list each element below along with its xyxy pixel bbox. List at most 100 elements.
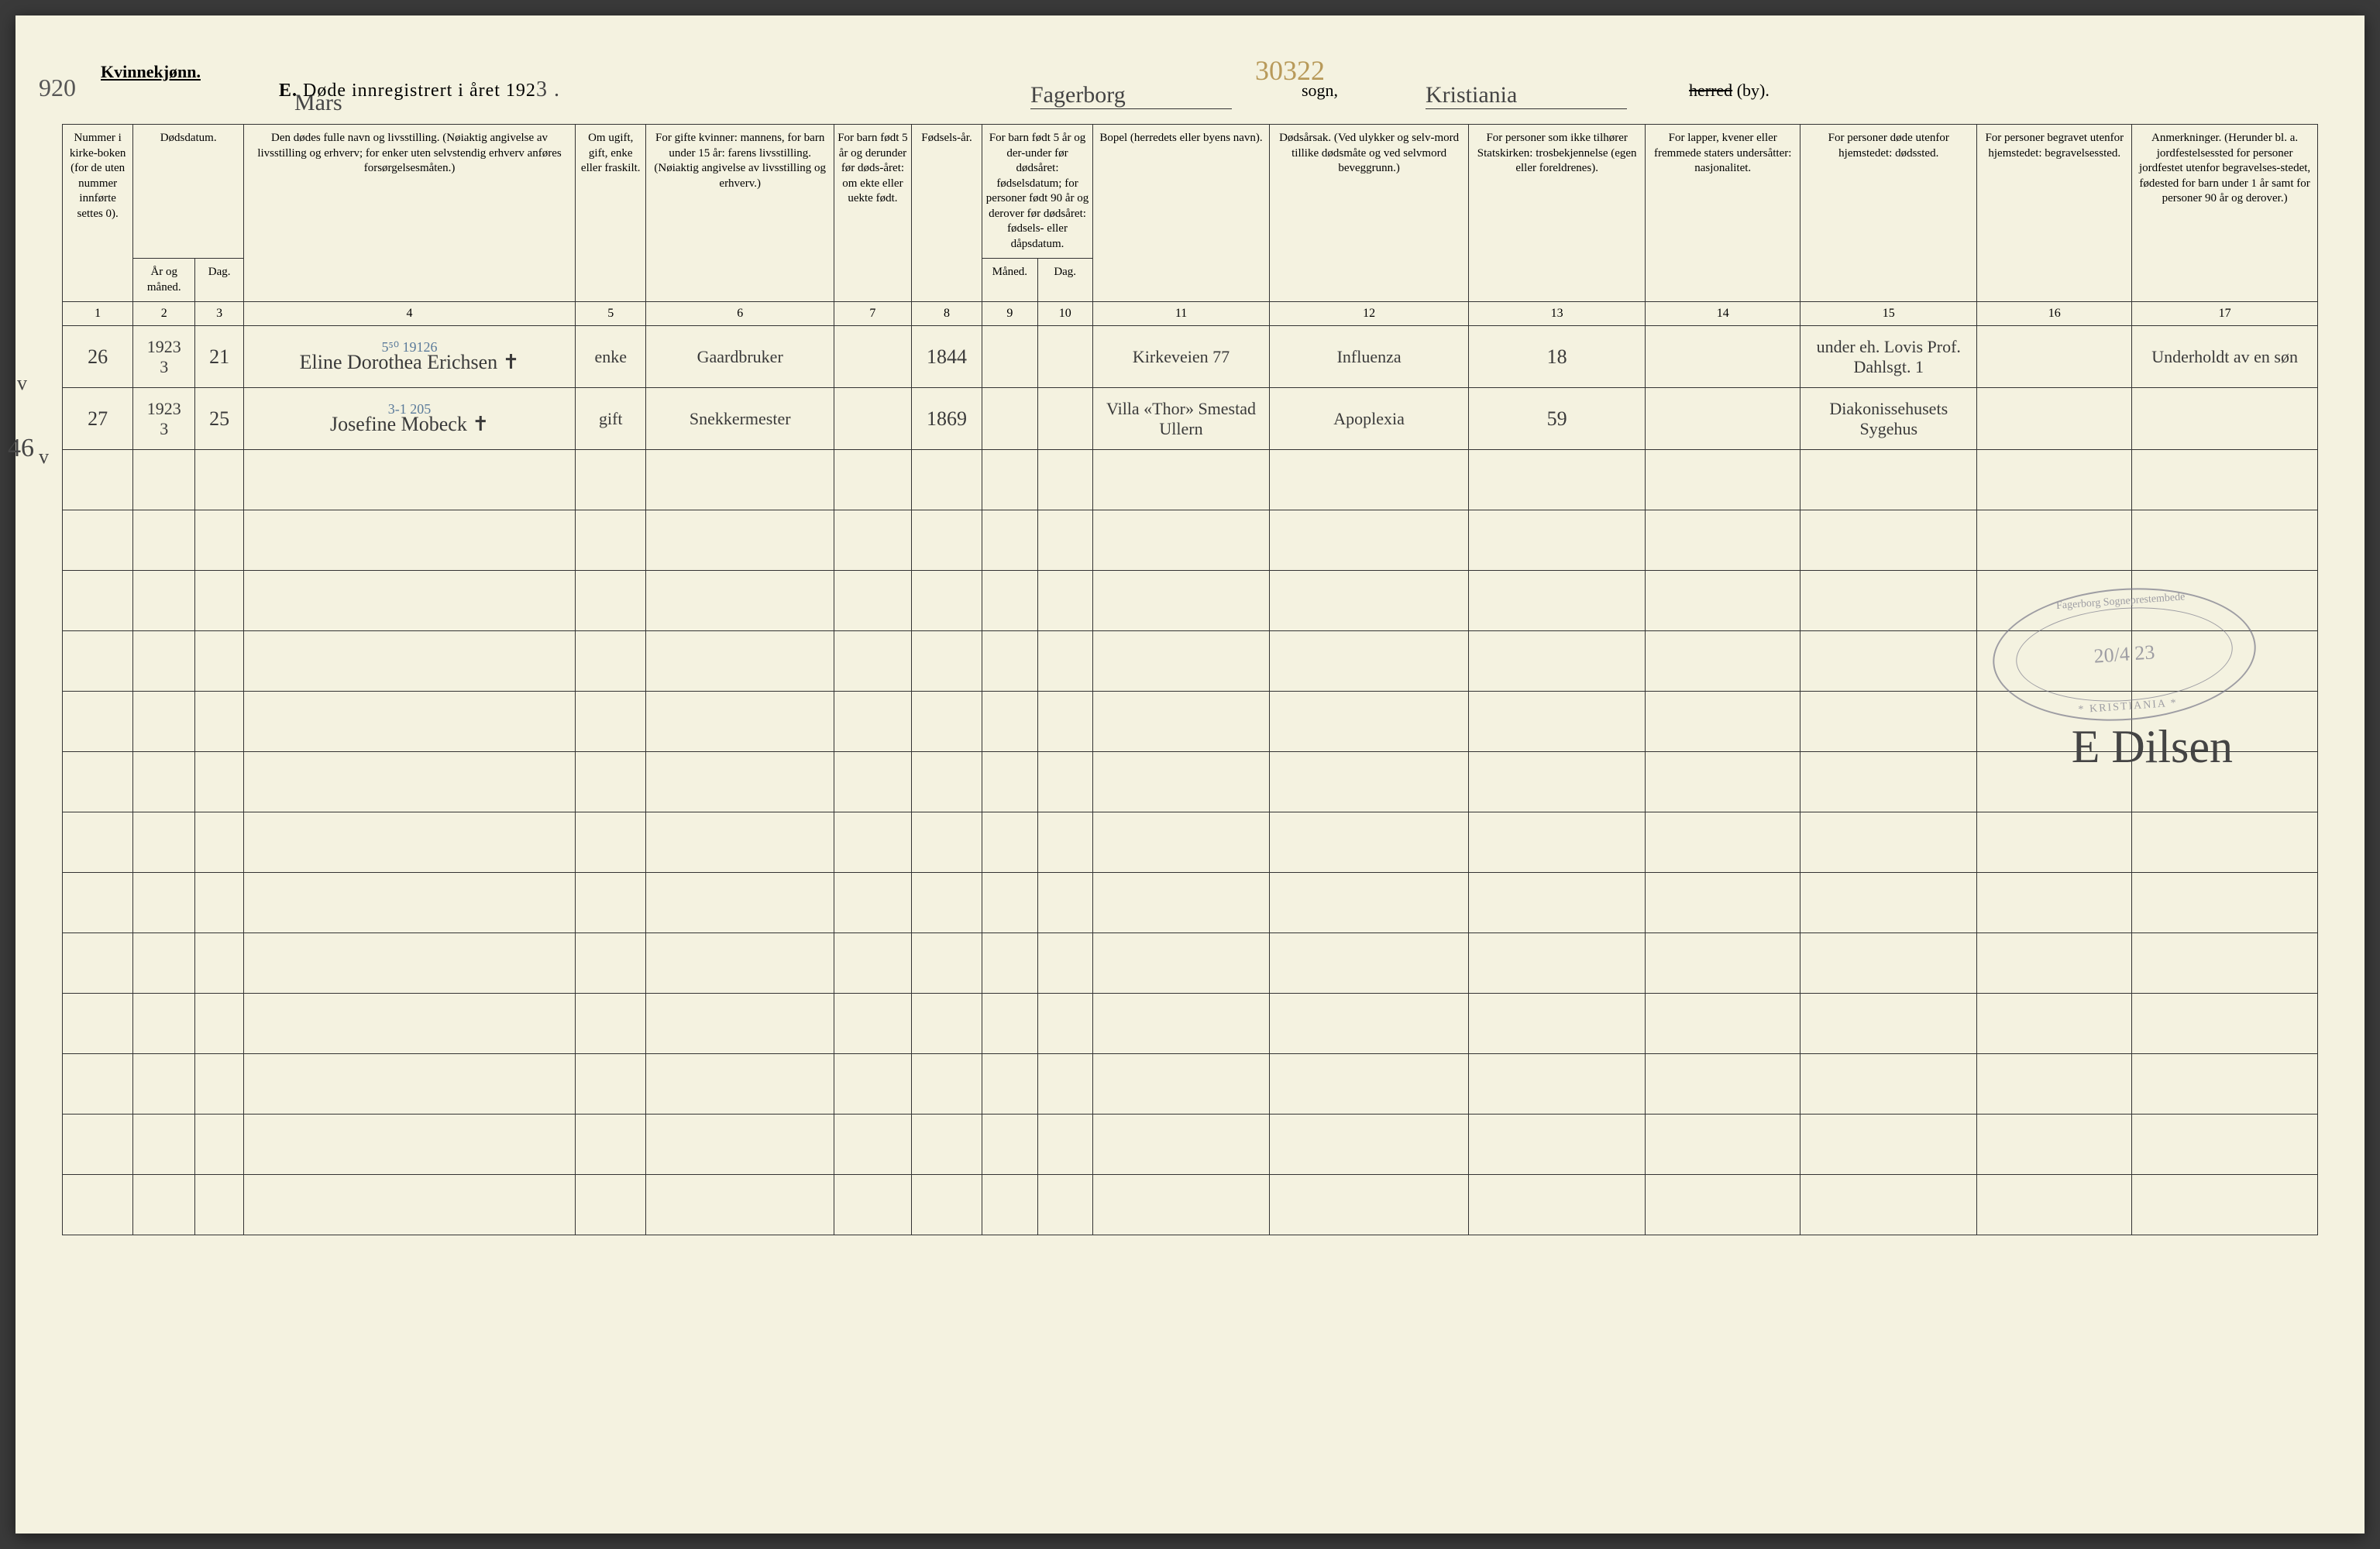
cell-value: Underholdt av en søn bbox=[2135, 347, 2314, 367]
title-text: Døde innregistrert i året 192 bbox=[303, 81, 536, 101]
empty-cell bbox=[646, 994, 834, 1054]
empty-cell bbox=[1469, 450, 1646, 510]
empty-cell bbox=[1800, 994, 1977, 1054]
signature: E Dilsen bbox=[2072, 720, 2233, 774]
empty-cell bbox=[2132, 812, 2318, 873]
table-row-empty bbox=[63, 1115, 2318, 1175]
col-header-9: Måned. bbox=[982, 259, 1037, 302]
empty-cell bbox=[834, 994, 911, 1054]
table-row-empty bbox=[63, 1054, 2318, 1115]
cell-anm: Underholdt av en søn bbox=[2132, 326, 2318, 388]
empty-cell bbox=[1092, 510, 1269, 571]
empty-cell bbox=[133, 933, 195, 994]
column-number: 8 bbox=[911, 302, 982, 326]
empty-cell bbox=[1646, 692, 1800, 752]
cell-spouse: Gaardbruker bbox=[646, 326, 834, 388]
table-row-empty bbox=[63, 812, 2318, 873]
empty-cell bbox=[2132, 933, 2318, 994]
empty-cell bbox=[1037, 571, 1092, 631]
empty-cell bbox=[1092, 994, 1269, 1054]
col-header-13: For personer som ikke tilhører Statskirk… bbox=[1469, 125, 1646, 302]
empty-cell bbox=[1977, 873, 2132, 933]
cell-value: 1869 bbox=[915, 407, 978, 431]
empty-cell bbox=[244, 1175, 576, 1235]
empty-cell bbox=[834, 812, 911, 873]
empty-cell bbox=[834, 752, 911, 812]
table-row-empty bbox=[63, 692, 2318, 752]
empty-cell bbox=[1977, 450, 2132, 510]
empty-cell bbox=[576, 450, 646, 510]
empty-cell bbox=[1469, 1175, 1646, 1235]
empty-cell bbox=[1037, 510, 1092, 571]
cell-value: Eline Dorothea Erichsen ✝ bbox=[247, 351, 572, 374]
empty-cell bbox=[195, 631, 244, 692]
cell-ekte bbox=[834, 388, 911, 450]
column-number: 16 bbox=[1977, 302, 2132, 326]
sogn-handwritten: Fagerborg bbox=[1030, 82, 1232, 109]
col-header-5: Om ugift, gift, enke eller fraskilt. bbox=[576, 125, 646, 302]
column-number: 13 bbox=[1469, 302, 1646, 326]
empty-cell bbox=[1037, 1175, 1092, 1235]
empty-cell bbox=[133, 1115, 195, 1175]
empty-cell bbox=[1270, 450, 1469, 510]
empty-cell bbox=[982, 1115, 1037, 1175]
empty-cell bbox=[911, 933, 982, 994]
empty-cell bbox=[1092, 571, 1269, 631]
ledger-page: Kvinnekjønn. 920 Mars E. Døde innregistr… bbox=[15, 15, 2365, 1534]
empty-cell bbox=[195, 933, 244, 994]
col-header-11: Bopel (herredets eller byens navn). bbox=[1092, 125, 1269, 302]
empty-cell bbox=[1270, 1115, 1469, 1175]
column-number: 15 bbox=[1800, 302, 1977, 326]
empty-cell bbox=[244, 752, 576, 812]
empty-cell bbox=[576, 994, 646, 1054]
empty-cell bbox=[1646, 571, 1800, 631]
col-header-15: For personer døde utenfor hjemstedet: dø… bbox=[1800, 125, 1977, 302]
empty-cell bbox=[1646, 933, 1800, 994]
empty-cell bbox=[195, 450, 244, 510]
margin-mark-row1: v bbox=[17, 372, 27, 395]
empty-cell bbox=[1270, 994, 1469, 1054]
empty-cell bbox=[646, 631, 834, 692]
cell-value: 1844 bbox=[915, 345, 978, 369]
empty-cell bbox=[646, 812, 834, 873]
column-number-row: 1234567891011121314151617 bbox=[63, 302, 2318, 326]
empty-cell bbox=[1270, 812, 1469, 873]
empty-cell bbox=[133, 1054, 195, 1115]
gender-label: Kvinnekjønn. bbox=[101, 62, 201, 82]
col-header-1: Nummer i kirke-boken (for de uten nummer… bbox=[63, 125, 133, 302]
empty-cell bbox=[1270, 1054, 1469, 1115]
empty-cell bbox=[195, 1054, 244, 1115]
cell-name: 5⁵⁰ 19126Eline Dorothea Erichsen ✝ bbox=[244, 326, 576, 388]
empty-cell bbox=[1037, 631, 1092, 692]
empty-cell bbox=[1646, 510, 1800, 571]
empty-cell bbox=[63, 752, 133, 812]
empty-cell bbox=[2132, 1115, 2318, 1175]
empty-cell bbox=[63, 692, 133, 752]
empty-cell bbox=[195, 994, 244, 1054]
herred-by: (by). bbox=[1732, 81, 1770, 100]
empty-cell bbox=[982, 450, 1037, 510]
empty-cell bbox=[576, 933, 646, 994]
empty-cell bbox=[576, 1175, 646, 1235]
empty-cell bbox=[911, 450, 982, 510]
empty-cell bbox=[63, 510, 133, 571]
empty-cell bbox=[63, 1175, 133, 1235]
cell-birthyear: 1869 bbox=[911, 388, 982, 450]
empty-cell bbox=[834, 631, 911, 692]
cell-value: Villa «Thor» Smestad Ullern bbox=[1096, 399, 1266, 439]
empty-cell bbox=[646, 450, 834, 510]
table-row-empty bbox=[63, 510, 2318, 571]
col-header-2-day: Dag. bbox=[195, 259, 244, 302]
column-number: 9 bbox=[982, 302, 1037, 326]
cell-bd bbox=[1037, 326, 1092, 388]
herred-strike: herred bbox=[1689, 81, 1732, 100]
page-header: Kvinnekjønn. 920 Mars E. Døde innregistr… bbox=[62, 54, 2318, 108]
column-number: 14 bbox=[1646, 302, 1800, 326]
cell-year_month: 1923 3 bbox=[133, 326, 195, 388]
empty-cell bbox=[982, 994, 1037, 1054]
cell-ekte bbox=[834, 326, 911, 388]
col-header-4: Den dødes fulle navn og livsstilling. (N… bbox=[244, 125, 576, 302]
empty-cell bbox=[1092, 631, 1269, 692]
empty-cell bbox=[244, 1054, 576, 1115]
empty-cell bbox=[63, 631, 133, 692]
